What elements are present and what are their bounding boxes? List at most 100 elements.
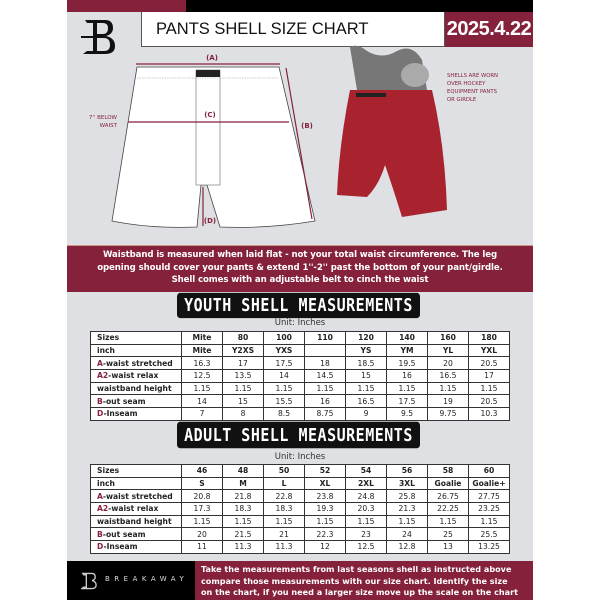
table-cell: 17.3	[181, 502, 223, 516]
adult-size-table: Sizes 46 48 50 52 54 56 58 60 inch S M L XL 2XL 3XL Goal…	[90, 464, 510, 554]
measure-name: Sizes	[97, 333, 120, 343]
measure-code: A2	[97, 371, 109, 381]
table-cell: 140	[386, 331, 428, 345]
table-cell: 16.5	[427, 369, 469, 383]
measure-name: -out seam	[102, 396, 146, 406]
table-cell: 9.75	[427, 407, 469, 421]
table-cell: YXL	[468, 343, 510, 358]
table-cell: S	[181, 476, 223, 491]
table-cell: 1.15	[468, 514, 510, 529]
table-cell: 17.5	[386, 394, 428, 409]
table-cell: 58	[427, 464, 469, 478]
table-cell: 18.3	[222, 502, 264, 516]
table-cell: 14.5	[304, 369, 346, 383]
table-cell: 23.25	[468, 502, 510, 516]
table-cell: Goalie+	[468, 476, 510, 491]
table-cell: 17	[222, 356, 264, 371]
fly-panel	[195, 69, 221, 186]
table-cell: 20.5	[468, 356, 510, 371]
row-label: B-out seam	[90, 527, 182, 542]
label-b: (B)	[301, 122, 313, 130]
row-label: waistband height	[90, 514, 182, 529]
measure-code: A2	[97, 504, 109, 514]
table-cell: YXS	[263, 343, 305, 358]
table-cell: 14	[263, 369, 305, 383]
row-label: inch	[90, 343, 182, 358]
info-line-2: opening should cover your pants & extend…	[97, 262, 503, 273]
measure-name: Sizes	[97, 466, 120, 476]
row-label: D-Inseam	[90, 407, 182, 421]
measure-name: -waist relax	[108, 371, 159, 381]
table-cell: 18.3	[263, 502, 305, 516]
table-cell: 25.8	[386, 489, 428, 504]
table-row: Sizes 46 48 50 52 54 56 58 60	[90, 464, 510, 478]
table-cell: 13.5	[222, 369, 264, 383]
footer-line-1: Take the measurements from last seasons …	[201, 564, 512, 574]
table-cell: 16.5	[345, 394, 387, 409]
brand-name: BREAKAWAY	[105, 575, 189, 583]
shell-note-2: OVER HOCKEY	[447, 81, 486, 87]
table-cell: Goalie	[427, 476, 469, 491]
table-cell: 20	[181, 527, 223, 542]
table-cell: 7	[181, 407, 223, 421]
label-d: (D)	[204, 217, 216, 225]
label-a: (A)	[206, 54, 218, 62]
table-cell: 12	[304, 540, 346, 554]
shorts-diagram: (A) (C) (B) (D) 7'' BELOW WAIST SHELLS A…	[89, 45, 498, 228]
table-cell: 60	[468, 464, 510, 478]
table-cell: 20.3	[345, 502, 387, 516]
youth-unit-label: Unit: Inches	[274, 318, 326, 328]
table-row: B-out seam 20 21.5 21 22.3 23 24 25 25.5	[90, 527, 510, 542]
table-row: A-waist stretched 16.3 17 17.5 18 18.5 19.5 20 2…	[90, 356, 510, 371]
table-cell: 23.8	[304, 489, 346, 504]
table-row: B-out seam 14 15 15.5 16 16.5 17.5 19 20.5	[90, 394, 510, 409]
table-cell: 22.3	[304, 527, 346, 542]
table-cell: 13	[427, 540, 469, 554]
below-waist-note-1: 7'' BELOW	[89, 115, 118, 121]
table-cell: 18.5	[345, 356, 387, 371]
table-cell: 12.5	[345, 540, 387, 554]
table-cell: 56	[386, 464, 428, 478]
table-cell: 1.15	[222, 381, 264, 396]
table-cell	[304, 343, 346, 358]
table-cell: 15.5	[263, 394, 305, 409]
table-cell: 15	[222, 394, 264, 409]
measure-name: inch	[97, 479, 115, 489]
info-line-3: Shell comes with an adjustable belt to c…	[171, 275, 429, 285]
table-cell: 50	[263, 464, 305, 478]
table-cell: 23	[345, 527, 387, 542]
table-cell: YS	[345, 343, 387, 358]
row-label: B-out seam	[90, 394, 182, 409]
table-row: inch Mite Y2XS YXS YS YM YL YXL	[90, 343, 510, 358]
table-cell: 1.15	[222, 514, 264, 529]
table-cell: Mite	[181, 331, 223, 345]
table-row: waistband height 1.15 1.15 1.15 1.15 1.15 1.15…	[90, 381, 510, 396]
row-label: A-waist stretched	[90, 356, 182, 371]
table-row: A-waist stretched 20.8 21.8 22.8 23.8 24.8 25.…	[90, 489, 510, 504]
table-row: waistband height 1.15 1.15 1.15 1.15 1.15 1.15…	[90, 514, 510, 529]
footer-instructions: Take the measurements from last seasons …	[195, 561, 533, 600]
footer-brand: BREAKAWAY	[67, 561, 195, 600]
table-cell: 19.5	[386, 356, 428, 371]
table-row: D-Inseam 7 8 8.5 8.75 9 9.5 9.75 10.3	[90, 407, 510, 421]
measure-code: B	[97, 529, 103, 539]
table-cell: 1.15	[304, 514, 346, 529]
table-cell: YL	[427, 343, 469, 358]
measure-name: -out seam	[102, 529, 146, 539]
table-cell: 11.3	[222, 540, 264, 554]
table-cell: 48	[222, 464, 264, 478]
table-cell: Mite	[181, 343, 223, 358]
table-cell: 14	[181, 394, 223, 409]
table-cell: 1.15	[181, 514, 223, 529]
measure-code: B	[97, 396, 103, 406]
row-label: Sizes	[90, 331, 182, 345]
table-cell: 21.5	[222, 527, 264, 542]
info-line-1: Waistband is measured when laid flat - n…	[102, 250, 498, 260]
table-cell: 180	[468, 331, 510, 345]
table-cell: 24.8	[345, 489, 387, 504]
breakaway-logo-small	[81, 572, 97, 590]
table-cell: 9.5	[386, 407, 428, 421]
table-cell: 1.15	[345, 514, 387, 529]
table-cell: 160	[427, 331, 469, 345]
table-cell: 24	[386, 527, 428, 542]
